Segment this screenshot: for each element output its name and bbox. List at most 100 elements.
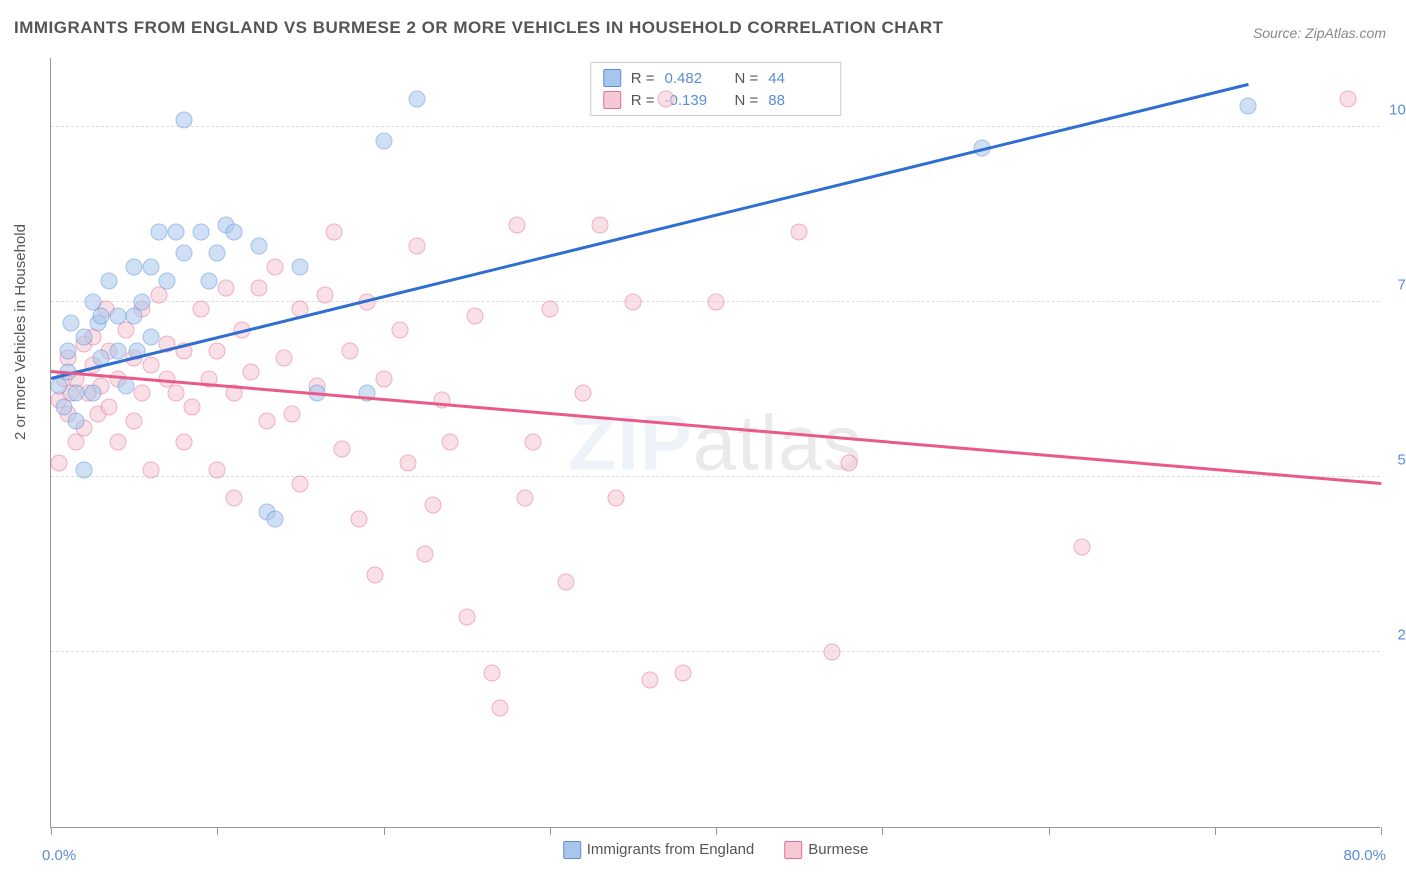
gridline bbox=[51, 651, 1380, 652]
data-point bbox=[408, 238, 425, 255]
data-point bbox=[101, 273, 118, 290]
data-point bbox=[126, 413, 143, 430]
legend-r-value-0: 0.482 bbox=[665, 70, 725, 87]
x-tick bbox=[384, 827, 385, 835]
data-point bbox=[1073, 539, 1090, 556]
data-point bbox=[176, 434, 193, 451]
data-point bbox=[275, 350, 292, 367]
data-point bbox=[109, 343, 126, 360]
x-tick bbox=[1381, 827, 1382, 835]
data-point bbox=[242, 364, 259, 381]
data-point bbox=[117, 378, 134, 395]
data-point bbox=[284, 406, 301, 423]
data-point bbox=[200, 273, 217, 290]
x-tick bbox=[1049, 827, 1050, 835]
data-point bbox=[674, 665, 691, 682]
data-point bbox=[541, 301, 558, 318]
y-tick-label: 50.0% bbox=[1397, 452, 1406, 469]
data-point bbox=[76, 329, 93, 346]
y-tick-label: 25.0% bbox=[1397, 627, 1406, 644]
legend-label-burmese: Burmese bbox=[808, 841, 868, 858]
legend-row-0: R = 0.482 N = 44 bbox=[603, 67, 829, 89]
data-point bbox=[483, 665, 500, 682]
data-point bbox=[425, 497, 442, 514]
data-point bbox=[375, 133, 392, 150]
data-point bbox=[516, 490, 533, 507]
data-point bbox=[159, 273, 176, 290]
data-point bbox=[608, 490, 625, 507]
data-point bbox=[342, 343, 359, 360]
x-tick bbox=[1215, 827, 1216, 835]
data-point bbox=[624, 294, 641, 311]
data-point bbox=[209, 245, 226, 262]
gridline bbox=[51, 126, 1380, 127]
data-point bbox=[142, 329, 159, 346]
data-point bbox=[259, 413, 276, 430]
data-point bbox=[824, 644, 841, 661]
x-tick bbox=[882, 827, 883, 835]
data-point bbox=[209, 343, 226, 360]
data-point bbox=[76, 462, 93, 479]
data-point bbox=[575, 385, 592, 402]
data-point bbox=[62, 315, 79, 332]
x-axis-max-label: 80.0% bbox=[1343, 847, 1386, 864]
correlation-legend: R = 0.482 N = 44 R = -0.139 N = 88 bbox=[590, 62, 842, 116]
data-point bbox=[151, 224, 168, 241]
data-point bbox=[192, 224, 209, 241]
data-point bbox=[641, 672, 658, 689]
legend-swatch-burmese bbox=[603, 91, 621, 109]
data-point bbox=[458, 609, 475, 626]
data-point bbox=[184, 399, 201, 416]
legend-item-burmese: Burmese bbox=[784, 841, 868, 859]
data-point bbox=[142, 462, 159, 479]
watermark: ZIPatlas bbox=[568, 397, 862, 488]
data-point bbox=[791, 224, 808, 241]
data-point bbox=[134, 294, 151, 311]
data-point bbox=[841, 455, 858, 472]
data-point bbox=[417, 546, 434, 563]
y-tick-label: 100.0% bbox=[1389, 102, 1406, 119]
legend-label-england: Immigrants from England bbox=[587, 841, 755, 858]
data-point bbox=[267, 511, 284, 528]
data-point bbox=[192, 301, 209, 318]
x-tick bbox=[716, 827, 717, 835]
data-point bbox=[708, 294, 725, 311]
data-point bbox=[167, 224, 184, 241]
data-point bbox=[101, 399, 118, 416]
y-axis-title: 2 or more Vehicles in Household bbox=[12, 224, 29, 440]
series-legend: Immigrants from England Burmese bbox=[563, 841, 869, 859]
data-point bbox=[225, 224, 242, 241]
data-point bbox=[333, 441, 350, 458]
data-point bbox=[508, 217, 525, 234]
watermark-zip: ZIP bbox=[568, 398, 692, 486]
data-point bbox=[225, 490, 242, 507]
data-point bbox=[1339, 91, 1356, 108]
data-point bbox=[109, 434, 126, 451]
legend-swatch-england-icon bbox=[563, 841, 581, 859]
legend-swatch-england bbox=[603, 69, 621, 87]
legend-n-label: N = bbox=[735, 70, 759, 87]
data-point bbox=[442, 434, 459, 451]
data-point bbox=[134, 385, 151, 402]
data-point bbox=[250, 280, 267, 297]
data-point bbox=[591, 217, 608, 234]
data-point bbox=[392, 322, 409, 339]
data-point bbox=[350, 511, 367, 528]
data-point bbox=[109, 308, 126, 325]
y-tick-label: 75.0% bbox=[1397, 277, 1406, 294]
data-point bbox=[67, 385, 84, 402]
data-point bbox=[466, 308, 483, 325]
data-point bbox=[167, 385, 184, 402]
legend-r-label: R = bbox=[631, 70, 655, 87]
legend-item-england: Immigrants from England bbox=[563, 841, 755, 859]
data-point bbox=[250, 238, 267, 255]
data-point bbox=[367, 567, 384, 584]
data-point bbox=[217, 280, 234, 297]
data-point bbox=[267, 259, 284, 276]
data-point bbox=[84, 385, 101, 402]
source-label: Source: ZipAtlas.com bbox=[1253, 25, 1386, 41]
data-point bbox=[491, 700, 508, 717]
x-axis-min-label: 0.0% bbox=[42, 847, 76, 864]
data-point bbox=[525, 434, 542, 451]
data-point bbox=[142, 259, 159, 276]
